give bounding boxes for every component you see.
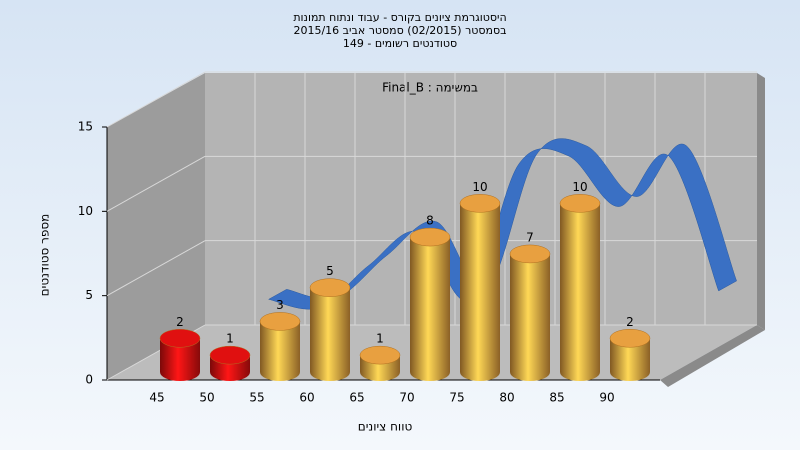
y-tick-label: 15 [78,120,93,134]
annotation: Final_B : במשימה [382,81,478,95]
bar-top [559,194,601,213]
bar [309,278,351,381]
x-tick-label: 50 [199,391,214,405]
bar [559,194,601,381]
floor-edge [660,325,765,387]
value-label: 7 [526,230,534,244]
bar-body [510,253,550,381]
bar-body [410,237,450,381]
bar [159,329,201,381]
x-tick-label: 60 [299,391,314,405]
bar-top [509,244,551,264]
bar [209,345,251,381]
x-tick-label: 70 [399,391,414,405]
x-tick-label: 45 [149,391,164,405]
value-label: 1 [226,332,234,346]
bar-body [610,338,650,381]
bar [259,312,301,381]
value-label: 2 [626,315,634,329]
value-label: 5 [326,264,334,278]
y-tick-label: 5 [85,288,93,302]
x-tick-label: 75 [449,391,464,405]
bar-top [159,329,201,348]
grid-line [106,71,206,128]
bar-body [160,338,200,381]
bar [609,329,651,381]
bar-top [459,194,501,213]
bar-top [309,278,351,297]
title-line: היסטוגרמת ציונים בקורס - עבוד ונתוח תמונ… [293,11,506,24]
title-line: בסמסטר (02/2015) סמסטר אביב 2015/16 [293,24,506,37]
x-tick-label: 80 [499,391,514,405]
bar-top [359,345,401,365]
bar-top [209,345,251,365]
bar-top [609,329,651,348]
x-axis-label: טווח ציונים [358,420,413,434]
x-tick-label: 90 [599,391,614,405]
x-tick-label: 65 [349,391,364,405]
value-label: 1 [376,332,384,346]
title-line: 149 - סטודנטים רשומים [343,37,457,50]
grid-line [106,240,206,297]
bar [509,244,551,381]
value-label: 8 [426,214,434,228]
bar-body [460,203,500,381]
bar-body [560,203,600,381]
x-tick-label: 85 [549,391,564,405]
y-tick-label: 10 [78,204,93,218]
bar-top [259,312,301,331]
value-label: 10 [472,180,487,194]
value-label: 10 [572,180,587,194]
x-tick-label: 55 [249,391,264,405]
bar-body [260,321,300,381]
bar-top [409,227,451,247]
side-wall [107,73,205,380]
y-tick-label: 0 [85,373,93,387]
value-label: 2 [176,315,184,329]
bar [359,345,401,381]
grid-line [106,155,206,212]
bar [459,194,501,381]
y-axis-label: מספר סטודנטים [38,214,52,297]
bar-body [310,287,350,381]
value-label: 3 [276,298,284,312]
bar [409,227,451,381]
